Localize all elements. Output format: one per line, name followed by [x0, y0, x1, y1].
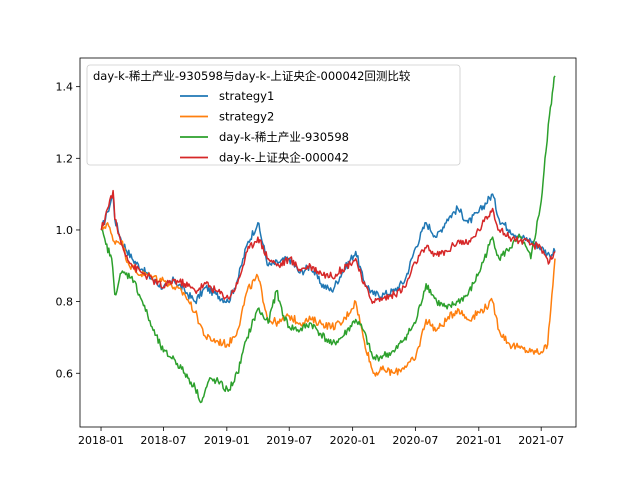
y-axis: 0.6 0.8 1.0 1.2 1.4: [56, 81, 80, 380]
y-tick-label: 0.6: [56, 367, 74, 380]
y-tick-label: 1.4: [56, 81, 74, 94]
y-tick-label: 1.2: [56, 152, 74, 165]
series-layer: [100, 75, 556, 404]
x-tick-label: 2020-01: [330, 434, 376, 447]
y-tick-label: 0.8: [56, 296, 74, 309]
series-line-2: [100, 222, 556, 377]
series-line-4: [100, 189, 556, 305]
x-tick-label: 2019-01: [204, 434, 250, 447]
x-axis: 2018-01 2018-07 2019-01 2019-07 2020-01 2020-…: [78, 427, 564, 447]
x-tick-label: 2021-07: [518, 434, 564, 447]
legend-label: day-k-稀土产业-930598: [219, 130, 349, 144]
legend-label: day-k-上证央企-000042: [219, 151, 349, 165]
x-tick-label: 2018-07: [140, 434, 186, 447]
legend-label: strategy1: [219, 89, 274, 103]
legend-title: day-k-稀土产业-930598与day-k-上证央企-000042回测比较: [93, 69, 411, 83]
legend-items: strategy1 strategy2 day-k-稀土产业-930598 day-k…: [180, 89, 349, 165]
x-tick-label: 2019-07: [266, 434, 312, 447]
legend: day-k-稀土产业-930598与day-k-上证央企-000042回测比较 …: [86, 64, 461, 166]
x-tick-label: 2021-01: [456, 434, 502, 447]
y-tick-label: 1.0: [56, 224, 74, 237]
x-tick-label: 2018-01: [78, 434, 124, 447]
legend-box: [86, 64, 461, 166]
series-line-3: [101, 75, 556, 404]
plot-frame: [79, 57, 577, 428]
x-tick-label: 2020-07: [392, 434, 438, 447]
legend-label: strategy2: [219, 110, 274, 124]
